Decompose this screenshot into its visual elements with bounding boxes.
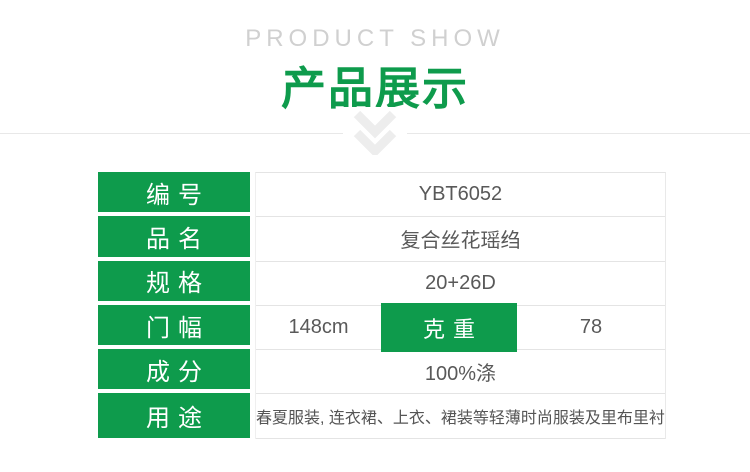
value-spec: 20+26D — [256, 262, 665, 306]
section-eyebrow: PRODUCT SHOW — [245, 25, 505, 52]
label-usage: 用途 — [98, 393, 250, 438]
spec-label-column: 编号 品名 规格 门幅 成分 用途 — [98, 172, 250, 439]
label-width: 门幅 — [98, 304, 250, 346]
label-weight: 克重 — [381, 302, 517, 353]
value-item-no: YBT6052 — [256, 173, 665, 218]
label-spec: 规格 — [98, 260, 250, 301]
label-item-no: 编号 — [98, 172, 250, 213]
label-composition: 成分 — [98, 349, 250, 390]
value-composition: 100%涤 — [256, 350, 665, 395]
spec-value-column: YBT6052 复合丝花瑶绉 20+26D 148cm 克重 78 100%涤 … — [255, 172, 666, 439]
label-item-name: 品名 — [98, 216, 250, 257]
spec-table: 编号 品名 规格 门幅 成分 用途 YBT6052 复合丝花瑶绉 20+26D … — [98, 172, 666, 439]
chevron-double-down-icon — [343, 107, 407, 158]
value-weight: 78 — [579, 316, 603, 339]
value-width: 148cm — [288, 316, 349, 339]
value-item-name: 复合丝花瑶绉 — [256, 217, 665, 262]
value-usage: 春夏服装, 连衣裙、上衣、裙装等轻薄时尚服装及里布里衬 — [256, 394, 665, 439]
page-title: 产品展示 — [280, 63, 469, 114]
row-width-weight: 148cm 克重 78 — [256, 302, 665, 353]
